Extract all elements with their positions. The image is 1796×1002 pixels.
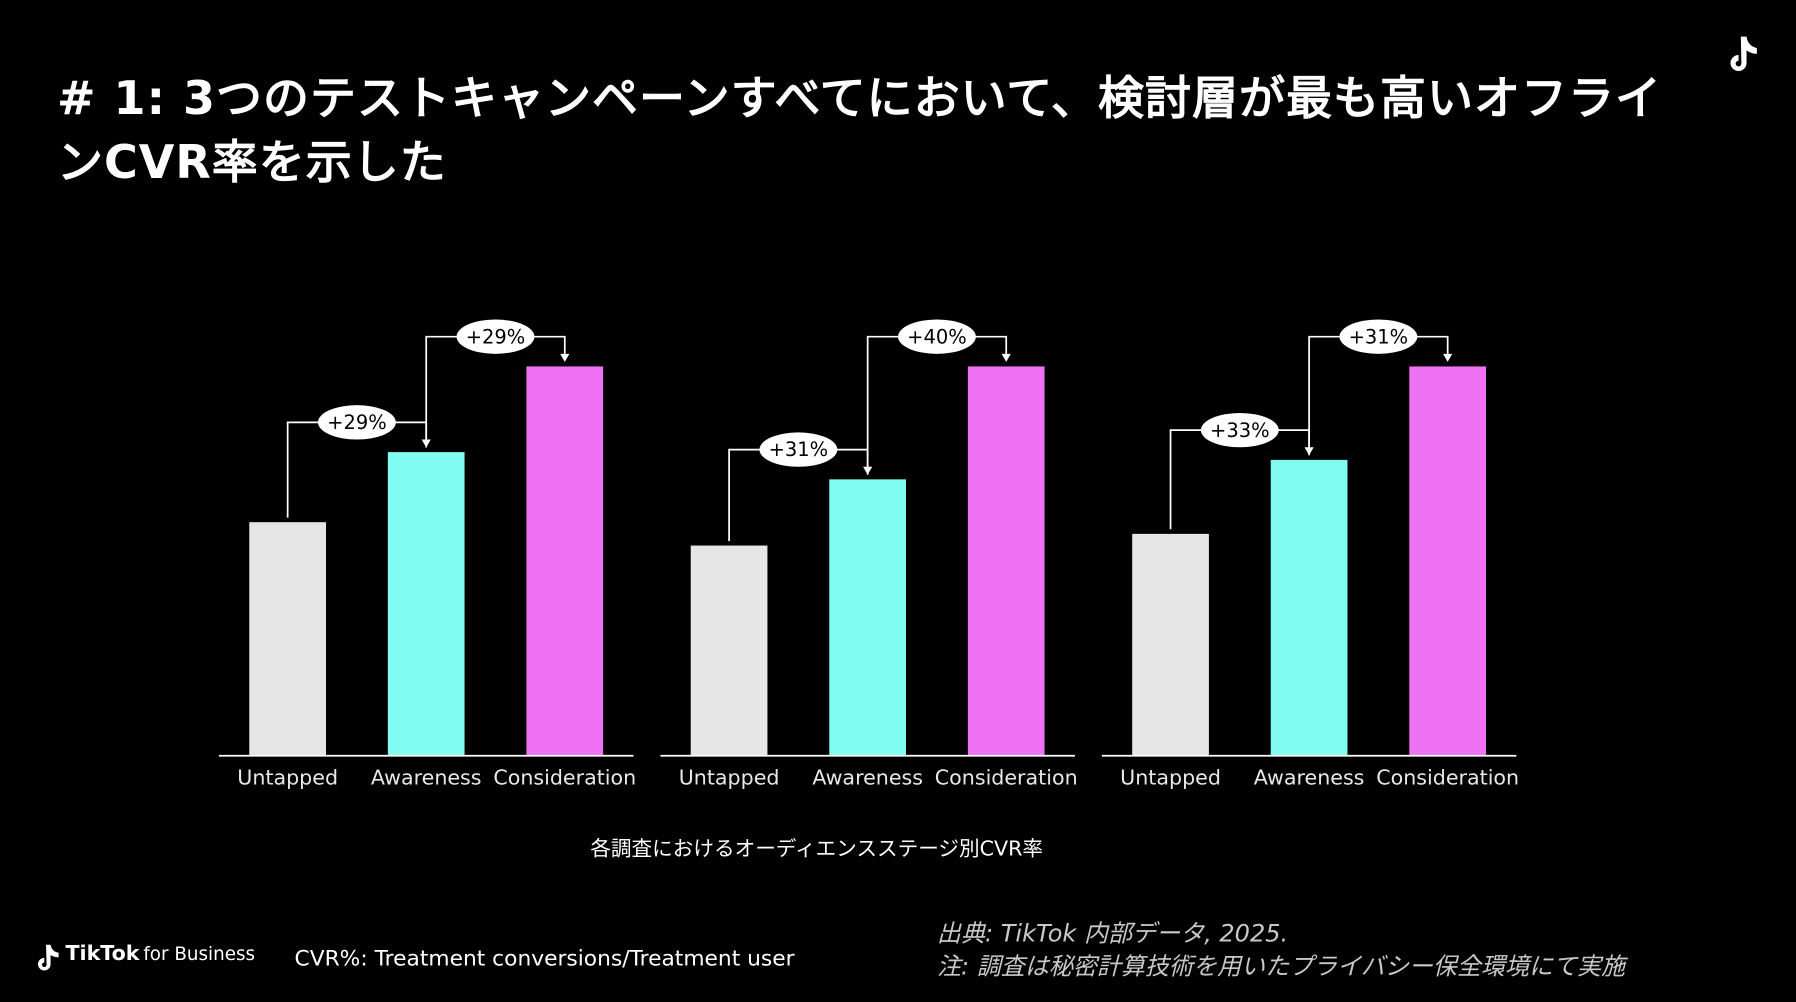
x-tick-label: Consideration — [493, 766, 636, 790]
bar — [1270, 459, 1348, 756]
slide-title: # 1: 3つのテストキャンペーンすべてにおいて、検討層が最も高いオフラインCV… — [57, 71, 1662, 189]
change-label: +40% — [907, 325, 967, 348]
x-tick-label: Awareness — [371, 766, 482, 790]
change-badge — [759, 432, 838, 467]
bar — [526, 366, 604, 756]
x-tick-label: Awareness — [1254, 766, 1365, 790]
bar — [829, 479, 907, 756]
bar — [249, 522, 327, 756]
x-tick-label: Untapped — [679, 766, 780, 790]
x-tick-label: Awareness — [812, 766, 923, 790]
disclaimer: 注: 調査は秘密計算技術を用いたプライバシー保全環境にて実施 — [937, 953, 1629, 981]
change-badge — [1200, 412, 1279, 448]
footnote: CVR%: Treatment conversions/Treatment us… — [295, 947, 795, 972]
change-badge — [456, 319, 535, 354]
brand: TikTok — [65, 941, 140, 965]
tiktok-icon — [1730, 36, 1757, 71]
change-label: +29% — [466, 325, 526, 348]
source: 出典: TikTok 内部データ, 2025. — [937, 919, 1288, 947]
change-badge — [898, 319, 976, 354]
bar — [1132, 533, 1209, 756]
x-tick-label: Consideration — [1376, 766, 1519, 790]
arrow-head — [560, 353, 570, 362]
x-tick-label: Consideration — [935, 766, 1078, 790]
change-label: +31% — [769, 438, 829, 461]
x-tick-label: Untapped — [1120, 766, 1221, 790]
change-badge — [317, 405, 396, 440]
change-label: +29% — [327, 411, 387, 434]
bar — [387, 452, 465, 756]
bar — [690, 545, 768, 756]
brand-icon — [37, 944, 59, 971]
bar — [967, 366, 1045, 756]
change-label: +31% — [1349, 325, 1409, 348]
arrow-head — [1443, 353, 1453, 362]
bar — [1409, 366, 1487, 756]
change-badge — [1339, 319, 1418, 354]
arrow-head — [1001, 353, 1011, 362]
x-tick-label: Untapped — [237, 766, 338, 790]
brand-suffix: for Business — [143, 944, 255, 965]
change-label: +33% — [1210, 419, 1270, 442]
chart-caption: 各調査におけるオーディエンスステージ別CVR率 — [590, 837, 1043, 861]
